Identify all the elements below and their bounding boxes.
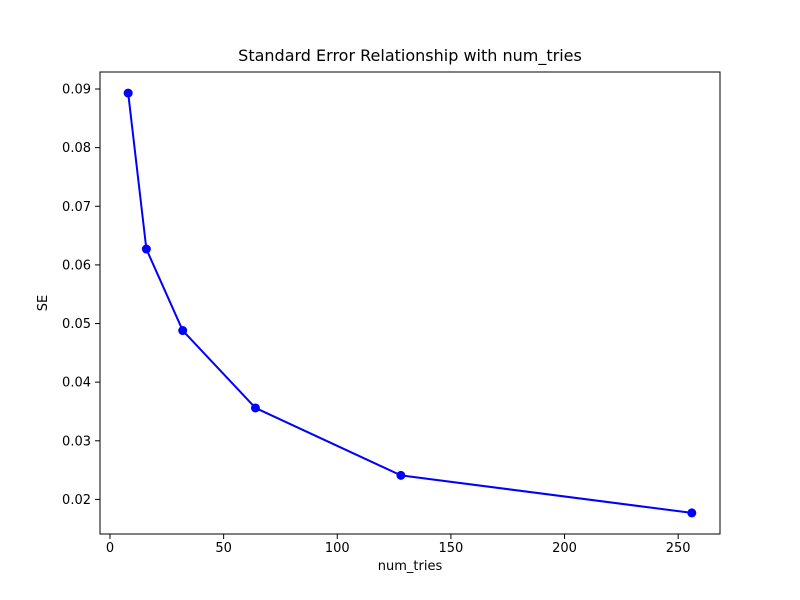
x-axis-label: num_tries [377,559,443,574]
data-point-marker [178,326,188,336]
data-point-marker [123,88,133,98]
data-point-marker [396,470,406,480]
x-tick-label: 50 [215,541,232,556]
y-tick-label: 0.08 [62,141,91,156]
x-tick-label: 200 [552,541,577,556]
y-tick-label: 0.09 [62,83,91,98]
x-tick-label: 250 [666,541,691,556]
plot-area [99,71,721,535]
y-tick-label: 0.02 [62,493,91,508]
y-tick-label: 0.07 [62,200,91,215]
x-tick-label: 0 [106,541,114,556]
data-line [127,92,693,514]
y-tick-label: 0.06 [62,258,91,273]
chart-title: Standard Error Relationship with num_tri… [238,46,582,65]
y-tick-label: 0.05 [62,317,91,332]
y-tick-label: 0.04 [62,376,91,391]
data-point-marker [250,403,260,413]
y-tick-label: 0.03 [62,434,91,449]
x-tick-label: 150 [438,541,463,556]
y-axis-label: SE [36,294,51,312]
x-tick-label: 100 [325,541,350,556]
data-point-marker [687,508,697,518]
data-point-marker [141,244,151,254]
